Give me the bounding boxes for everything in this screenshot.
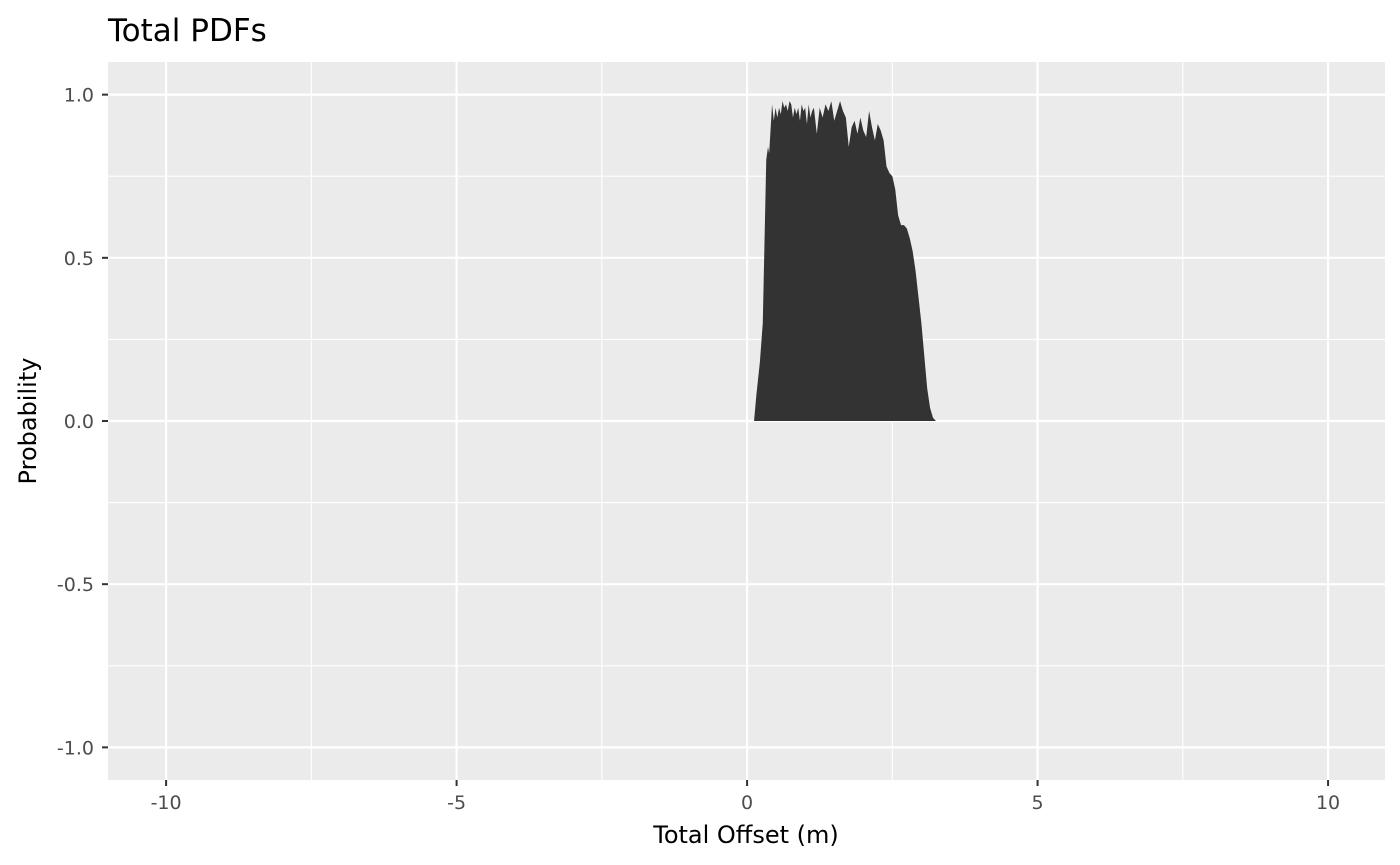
x-tick-label: 5 bbox=[1032, 792, 1044, 814]
y-tick-label: 0.5 bbox=[64, 248, 94, 270]
y-tick-label: 1.0 bbox=[64, 85, 94, 107]
y-axis-title: Probability bbox=[14, 358, 42, 485]
tick-labels: -10 -5 0 5 10 -1.0 -0.5 0.0 0.5 1.0 bbox=[57, 85, 1340, 814]
y-tick-label: -0.5 bbox=[57, 574, 94, 596]
major-gridlines bbox=[108, 62, 1385, 780]
pdf-area bbox=[754, 101, 948, 421]
data-layer bbox=[754, 101, 948, 421]
x-axis-title: Total Offset (m) bbox=[652, 821, 839, 849]
axis-ticks bbox=[102, 93, 1330, 786]
x-tick-label: 10 bbox=[1316, 792, 1340, 814]
y-tick-label: -1.0 bbox=[57, 737, 94, 759]
chart-title: Total PDFs bbox=[107, 13, 267, 49]
x-tick-label: -10 bbox=[151, 792, 182, 814]
y-tick-label: 0.0 bbox=[64, 411, 94, 433]
x-tick-label: 0 bbox=[741, 792, 753, 814]
x-tick-label: -5 bbox=[447, 792, 466, 814]
